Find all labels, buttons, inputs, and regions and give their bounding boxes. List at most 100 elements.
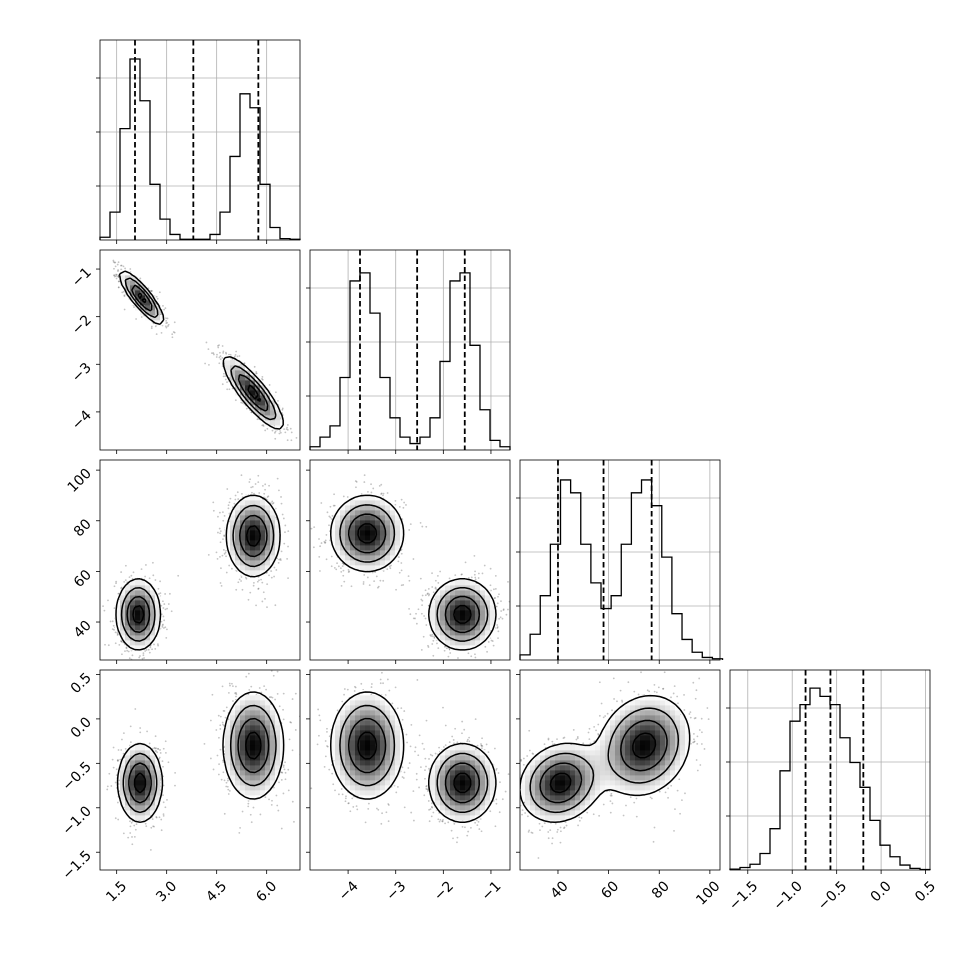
sample-point [256, 418, 259, 421]
density-cell [255, 565, 261, 571]
scatter-panel-0-1: −4−3−2−1 [69, 249, 301, 454]
sample-point [261, 581, 264, 584]
sample-point [324, 541, 327, 544]
sample-point [150, 327, 153, 330]
sample-point [254, 372, 257, 375]
density-cell [115, 610, 121, 616]
sample-point [389, 567, 392, 570]
sample-point [257, 587, 260, 590]
sample-point [235, 588, 238, 591]
sample-point [282, 517, 285, 520]
sample-point [139, 277, 142, 280]
sample-point [270, 576, 273, 579]
sample-point [240, 474, 243, 477]
density-cell [270, 520, 276, 526]
sample-point [120, 264, 122, 267]
sample-point [162, 615, 165, 618]
sample-point [156, 297, 159, 300]
density-cell [130, 600, 136, 606]
y-axis-tick-label: −2 [69, 312, 95, 338]
histogram-panel-1 [306, 249, 511, 454]
density-cell [230, 520, 236, 526]
density-cell [240, 565, 246, 571]
sample-point [405, 504, 407, 506]
sample-point [323, 540, 326, 543]
sample-point [274, 437, 277, 440]
sample-point [247, 598, 250, 601]
sample-point [123, 294, 126, 297]
density-cell [145, 640, 151, 646]
sample-point [252, 581, 255, 584]
sample-point [124, 564, 127, 567]
sample-point [363, 481, 366, 483]
sample-point [222, 538, 224, 540]
density-cell [275, 535, 281, 541]
sample-point [287, 545, 289, 548]
sample-point [245, 577, 248, 580]
sample-point [225, 352, 228, 355]
density-cell [255, 505, 261, 511]
sample-point [113, 261, 116, 264]
sample-point [123, 295, 126, 298]
density-cell [150, 315, 156, 321]
sample-point [177, 574, 180, 577]
density-cell [240, 500, 246, 506]
contour-line [131, 284, 269, 412]
density-cell [255, 555, 261, 561]
sample-point [217, 346, 220, 349]
sample-point [120, 639, 122, 642]
density-cell [230, 360, 236, 366]
density-cell [245, 510, 251, 516]
sample-point [283, 542, 286, 545]
density-cell [150, 300, 156, 306]
density-cell [250, 530, 256, 536]
density-cell [155, 320, 161, 326]
sample-point [398, 506, 401, 508]
y-axis-tick-label: −4 [69, 407, 95, 433]
sample-point [113, 628, 115, 631]
density-cell [245, 380, 251, 386]
sample-point [117, 633, 119, 636]
sample-point [330, 565, 333, 568]
sample-point [113, 607, 116, 610]
sample-point [225, 351, 227, 354]
density-cell [155, 315, 161, 321]
sample-point [284, 431, 287, 434]
density-cell [250, 520, 256, 526]
sample-point [159, 592, 162, 595]
sample-point [234, 399, 237, 402]
sample-point [139, 655, 141, 657]
density-cell [130, 275, 136, 281]
sample-point [281, 407, 284, 410]
sample-point [207, 554, 210, 556]
density-cell [245, 565, 251, 571]
sample-point [157, 643, 159, 646]
sample-point [154, 648, 157, 650]
density-cell [260, 500, 266, 506]
sample-point [434, 586, 437, 589]
density-cell [230, 370, 236, 376]
sample-point [171, 333, 174, 336]
density-cell [245, 390, 251, 396]
sample-point [150, 289, 153, 292]
density-cell [275, 415, 281, 421]
density-cell [130, 585, 136, 591]
sample-point [130, 660, 132, 662]
density-cell [260, 385, 266, 391]
sample-point [355, 481, 358, 483]
density-cell [250, 555, 256, 561]
density-cell [125, 625, 131, 631]
x-axis-tick-label: −1.0 [770, 878, 805, 913]
density-cell [145, 635, 151, 641]
sample-point [281, 408, 284, 411]
sample-point [258, 492, 261, 494]
density-cell [245, 495, 251, 501]
sample-point [264, 597, 266, 600]
sample-point [112, 259, 115, 262]
density-cell [140, 600, 146, 606]
density-cell [270, 400, 276, 406]
density-cell [260, 415, 266, 421]
density-cell [260, 405, 266, 411]
axes-frame [99, 39, 301, 241]
density-cell [140, 625, 146, 631]
